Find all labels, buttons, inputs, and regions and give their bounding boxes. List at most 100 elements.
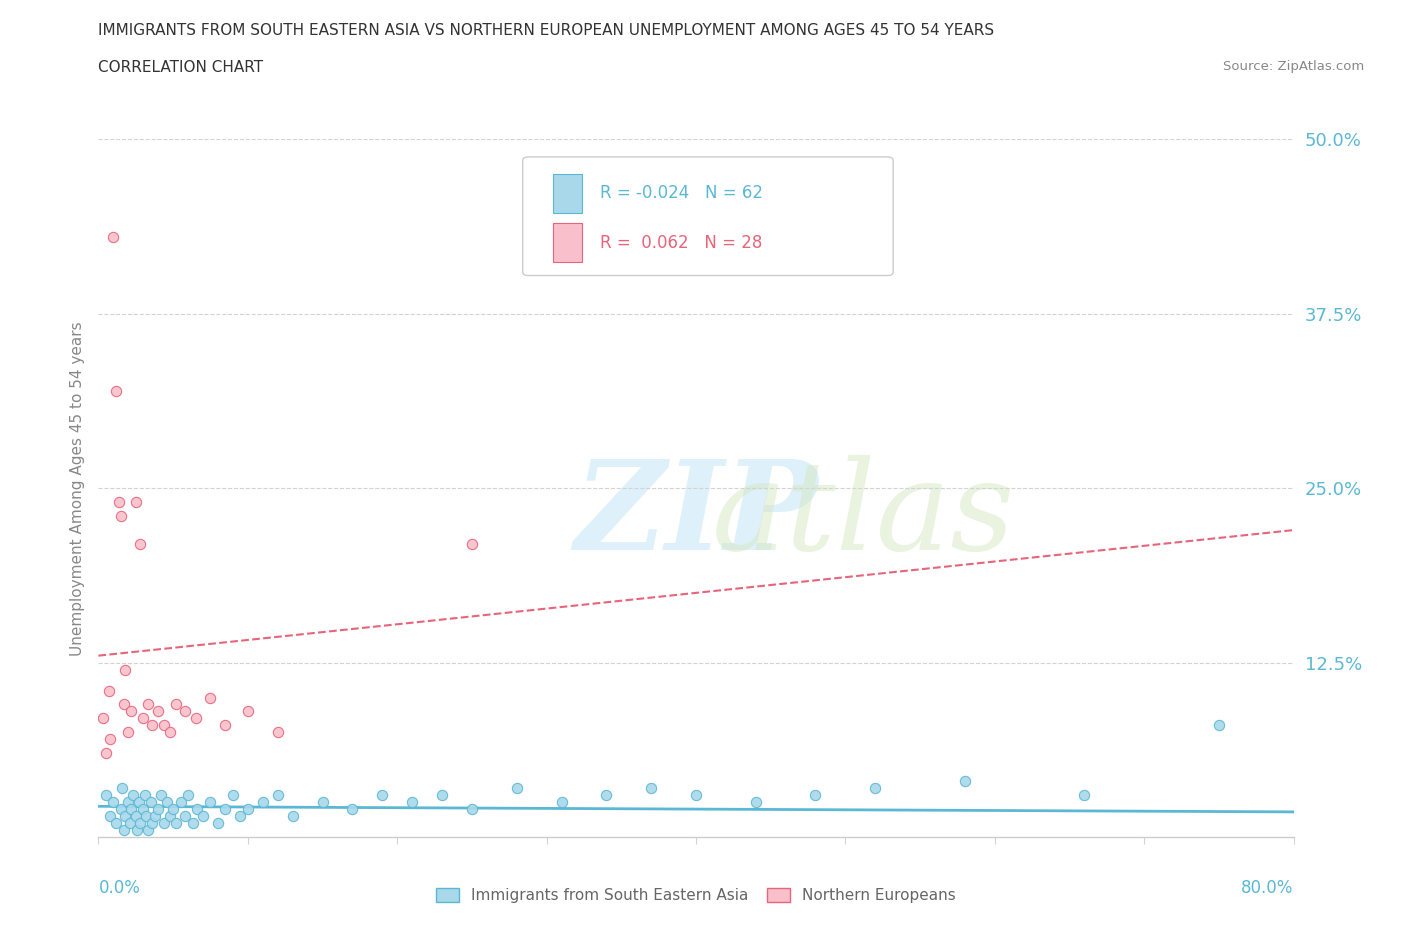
Point [165,816,187,830]
Text: CORRELATION CHART: CORRELATION CHART [98,60,263,75]
Point [121,788,143,803]
Point [98,809,122,824]
Point [120,802,142,817]
Point [159,725,181,740]
FancyBboxPatch shape [553,175,582,213]
Point [506,781,529,796]
Point [103,794,125,809]
Point [191,809,214,824]
Point [108,495,131,510]
Point [111,781,134,796]
Point [136,823,159,837]
Point [371,788,394,803]
Point [169,794,191,809]
Point [91,711,114,725]
Point [153,718,176,733]
Point [103,230,125,245]
Point [640,781,662,796]
Point [156,794,179,809]
Point [200,794,222,809]
Point [125,809,148,824]
Point [105,816,128,830]
Point [342,802,364,817]
FancyBboxPatch shape [553,223,582,261]
Point [174,704,197,719]
Point [804,788,827,803]
Point [105,383,128,398]
Point [134,788,156,803]
Point [153,816,176,830]
Point [125,495,148,510]
Point [281,809,304,824]
Point [745,794,768,809]
Point [94,746,117,761]
Point [117,725,139,740]
Point [148,802,170,817]
Point [118,816,141,830]
Point [129,537,152,551]
Point [165,698,187,712]
Point [112,823,135,837]
Text: Source: ZipAtlas.com: Source: ZipAtlas.com [1223,60,1364,73]
Point [267,788,290,803]
Point [110,509,132,524]
Point [595,788,617,803]
Point [114,809,136,824]
Point [129,816,152,830]
Point [401,794,423,809]
Text: R =  0.062   N = 28: R = 0.062 N = 28 [600,233,762,252]
Point [1208,718,1230,733]
Y-axis label: Unemployment Among Ages 45 to 54 years: Unemployment Among Ages 45 to 54 years [69,321,84,656]
Point [139,794,162,809]
Point [112,698,135,712]
Point [132,802,155,817]
Point [229,809,252,824]
Point [98,732,122,747]
Point [181,816,204,830]
Point [97,683,120,698]
Point [114,662,136,677]
Point [550,794,572,809]
Point [236,704,259,719]
Point [159,809,181,824]
Point [461,802,484,817]
Point [162,802,184,817]
Point [267,725,290,740]
Point [177,788,200,803]
Point [953,774,976,789]
Point [430,788,453,803]
Point [252,794,274,809]
Point [184,711,207,725]
Point [141,718,163,733]
Text: 80.0%: 80.0% [1241,879,1294,897]
Point [311,794,333,809]
Point [110,802,132,817]
Text: atlas: atlas [711,456,1015,577]
Point [214,802,236,817]
Point [132,711,155,725]
Point [174,809,197,824]
Point [865,781,887,796]
Point [461,537,484,551]
Text: IMMIGRANTS FROM SOUTH EASTERN ASIA VS NORTHERN EUROPEAN UNEMPLOYMENT AMONG AGES : IMMIGRANTS FROM SOUTH EASTERN ASIA VS NO… [98,23,994,38]
Point [685,788,707,803]
Text: ZIP: ZIP [574,456,818,577]
Point [222,788,245,803]
Point [150,788,173,803]
Legend: Immigrants from South Eastern Asia, Northern Europeans: Immigrants from South Eastern Asia, Nort… [430,883,962,910]
Point [143,809,166,824]
Point [135,809,157,824]
Point [128,794,150,809]
Point [207,816,229,830]
Point [1073,788,1095,803]
Point [136,698,159,712]
FancyBboxPatch shape [523,157,893,275]
Point [117,794,139,809]
Point [236,802,259,817]
Text: R = -0.024   N = 62: R = -0.024 N = 62 [600,184,763,202]
Point [94,788,117,803]
Point [148,704,170,719]
Point [141,816,163,830]
Point [214,718,236,733]
Point [200,690,222,705]
